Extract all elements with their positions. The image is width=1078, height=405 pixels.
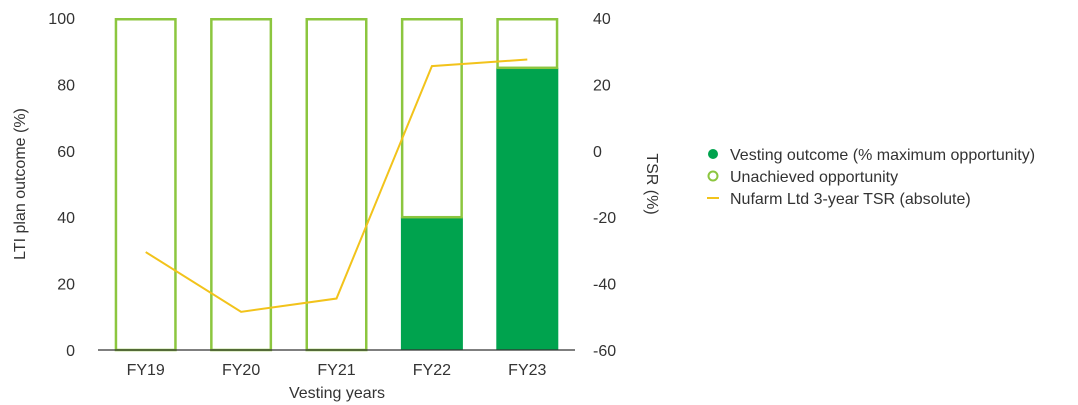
legend: Vesting outcome (% maximum opportunity) U… (707, 147, 1035, 208)
y-axis-ticks: 0 20 40 60 80 100 (48, 11, 75, 360)
legend-tsr-label: Nufarm Ltd 3-year TSR (absolute) (730, 191, 971, 208)
y2-tick-neg60: -60 (593, 343, 616, 360)
x-axis-ticks: FY19 FY20 FY21 FY22 FY23 (127, 362, 547, 379)
unachieved-bar-fy19 (114, 18, 177, 352)
x-tick-fy19: FY19 (127, 362, 165, 379)
unachieved-bar-fy20 (210, 18, 273, 352)
legend-unachieved-marker (707, 170, 719, 182)
vested-bar-fy23 (496, 67, 559, 351)
x-tick-fy23: FY23 (508, 362, 546, 379)
x-tick-fy20: FY20 (222, 362, 260, 379)
y-axis-title: LTI plan outcome (%) (12, 108, 29, 260)
legend-vested-marker (708, 149, 718, 159)
tsr-line (145, 58, 528, 313)
y-tick-80: 80 (57, 77, 75, 94)
y-tick-40: 40 (57, 210, 75, 227)
x-tick-fy21: FY21 (317, 362, 355, 379)
y-tick-60: 60 (57, 144, 75, 161)
unachieved-bar-fy22 (400, 18, 463, 219)
y2-tick-neg40: -40 (593, 277, 616, 294)
y-tick-20: 20 (57, 277, 75, 294)
y2-tick-40: 40 (593, 11, 611, 28)
x-axis-title: Vesting years (289, 385, 385, 402)
legend-unachieved-label: Unachieved opportunity (730, 169, 898, 186)
unachieved-bar-fy23 (496, 18, 559, 70)
y-axis-title-group: LTI plan outcome (%) (12, 108, 29, 260)
y2-axis-title: TSR (%) (643, 153, 660, 214)
vested-bar-fy22 (400, 217, 463, 350)
y2-tick-neg20: -20 (593, 210, 616, 227)
y2-axis-ticks: -60 -40 -20 0 20 40 (593, 11, 616, 360)
bars (114, 18, 559, 352)
y-tick-100: 100 (48, 11, 75, 28)
y2-axis-title-group: TSR (%) (643, 153, 660, 214)
legend-vested-label: Vesting outcome (% maximum opportunity) (730, 147, 1035, 164)
y-tick-0: 0 (66, 343, 75, 360)
y2-tick-20: 20 (593, 77, 611, 94)
x-tick-fy22: FY22 (413, 362, 451, 379)
y2-tick-0: 0 (593, 144, 602, 161)
unachieved-bar-fy21 (305, 18, 368, 352)
tsr-line-group (145, 58, 528, 313)
